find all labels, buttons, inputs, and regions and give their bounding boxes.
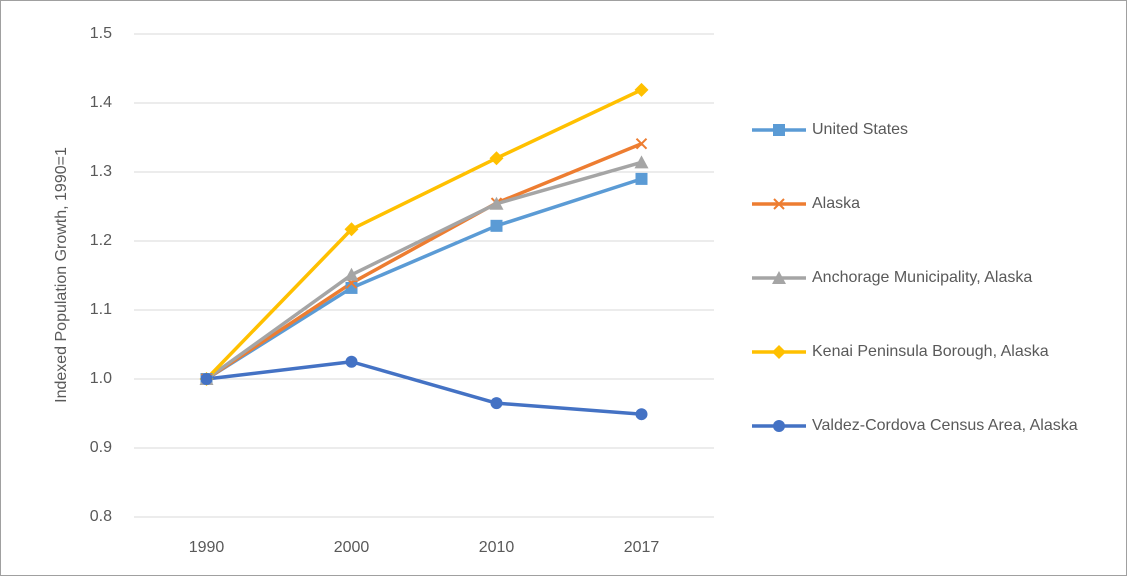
marker <box>344 267 359 281</box>
series-line <box>205 160 642 381</box>
y-tick-label: 0.8 <box>90 508 112 525</box>
marker <box>490 397 503 410</box>
y-tick-label: 1.0 <box>90 370 112 387</box>
marker <box>200 373 213 385</box>
marker <box>772 271 786 284</box>
marker <box>634 155 649 169</box>
marker <box>634 82 649 97</box>
series-line <box>205 88 643 381</box>
y-tick-label: 1.2 <box>90 232 112 249</box>
marker <box>772 345 786 359</box>
x-tick-label: 2017 <box>624 539 660 556</box>
y-axis-label: Indexed Population Growth, 1990=1 <box>53 147 70 403</box>
marker <box>345 355 358 368</box>
marker <box>635 172 648 185</box>
y-tick-label: 1.1 <box>90 301 112 318</box>
series-line <box>205 142 643 381</box>
marker <box>773 420 785 432</box>
marker <box>635 408 648 421</box>
marker <box>635 138 648 150</box>
legend-label: United States <box>812 121 908 138</box>
legend-label: Alaska <box>812 195 860 212</box>
x-tick-label: 1990 <box>189 539 225 556</box>
legend-label: Anchorage Municipality, Alaska <box>812 269 1032 286</box>
marker <box>344 222 359 237</box>
y-tick-label: 1.3 <box>90 163 112 180</box>
x-tick-label: 2000 <box>334 539 370 556</box>
legend-label: Kenai Peninsula Borough, Alaska <box>812 343 1049 360</box>
series-line <box>206 360 642 416</box>
marker <box>489 151 504 166</box>
y-tick-label: 0.9 <box>90 439 112 456</box>
marker <box>489 196 504 210</box>
marker <box>490 219 503 232</box>
marker <box>773 124 785 136</box>
y-tick-label: 1.4 <box>90 94 112 111</box>
marker <box>773 198 785 210</box>
y-tick-label: 1.5 <box>90 25 112 42</box>
legend-label: Valdez-Cordova Census Area, Alaska <box>812 417 1078 434</box>
x-tick-label: 2010 <box>479 539 515 556</box>
series-line <box>205 177 643 381</box>
